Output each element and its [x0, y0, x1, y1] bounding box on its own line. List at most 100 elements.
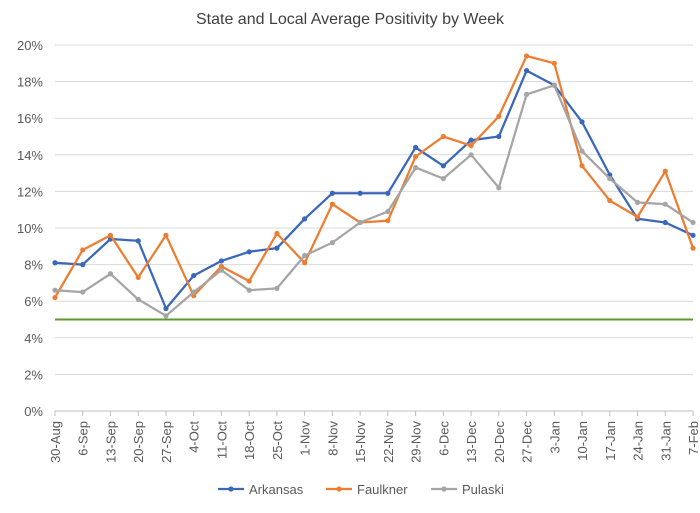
data-point [218, 263, 225, 270]
x-tick-label: 4-Oct [187, 421, 202, 453]
x-tick-label: 17-Jan [603, 421, 618, 461]
data-point [52, 260, 58, 266]
x-tick-label: 6-Sep [76, 421, 91, 456]
legend-marker [441, 486, 447, 492]
data-point [634, 199, 641, 205]
chart-title: State and Local Average Positivity by We… [196, 11, 505, 28]
data-point [163, 305, 169, 312]
legend-marker [336, 486, 342, 492]
legend-item: Arkansas [218, 482, 304, 497]
x-tick-label: 20-Dec [492, 421, 507, 463]
series-line [54, 54, 695, 299]
legend-item: Faulkner [326, 482, 408, 497]
y-tick-label: 2% [24, 367, 43, 382]
data-point [274, 285, 280, 291]
x-tick-label: 8-Nov [325, 421, 340, 456]
x-tick-label: 13-Sep [103, 421, 118, 463]
data-point [607, 175, 613, 182]
legend: Arkansas Faulkner Pulaski [218, 482, 504, 497]
x-tick-label: 15-Nov [353, 421, 368, 463]
data-point [329, 190, 335, 196]
data-point [80, 262, 86, 268]
y-tick-label: 20% [17, 38, 43, 53]
data-point [551, 60, 557, 66]
data-point [107, 271, 114, 277]
data-point [385, 208, 391, 215]
series-line [54, 84, 694, 317]
data-point [357, 190, 363, 196]
legend-marker [228, 486, 234, 492]
x-tick-label: 29-Nov [409, 421, 424, 463]
x-tick-label: 3-Jan [547, 421, 562, 454]
data-point [246, 249, 252, 255]
data-point [385, 218, 391, 224]
data-point [329, 240, 335, 246]
data-point [440, 133, 446, 140]
x-tick-label: 10-Jan [575, 421, 590, 461]
legend-item: Pulaski [431, 482, 504, 497]
x-tick-label: 30-Aug [48, 421, 63, 463]
data-point [218, 267, 225, 273]
series-lines [52, 53, 696, 319]
data-point [579, 148, 585, 154]
data-point [579, 119, 585, 125]
x-tick-label: 7-Feb [686, 421, 700, 455]
x-tick-label: 6-Dec [436, 421, 451, 456]
data-point [690, 232, 696, 238]
data-point [302, 260, 308, 266]
data-point [468, 152, 474, 158]
data-point [357, 219, 363, 226]
data-point [440, 175, 446, 182]
data-point [607, 197, 613, 204]
data-point [440, 163, 446, 169]
data-point [468, 137, 474, 143]
data-point [218, 258, 225, 264]
x-tick-label: 27-Sep [159, 421, 174, 463]
y-tick-label: 12% [17, 184, 43, 199]
data-point [135, 238, 141, 244]
data-point [385, 190, 391, 196]
y-tick-label: 0% [24, 404, 43, 419]
y-tick-label: 8% [24, 258, 43, 273]
data-point [80, 289, 86, 295]
x-tick-label: 27-Dec [520, 421, 535, 463]
data-point [302, 216, 308, 222]
data-point [163, 232, 169, 238]
data-point [413, 165, 419, 171]
data-point [274, 230, 280, 237]
x-tick-label: 24-Jan [631, 421, 646, 461]
legend-label: Arkansas [249, 482, 304, 497]
data-point [496, 185, 502, 191]
y-axis-ticks: 0% 2% 4% 6% 8% 10% 12% 14% 16% 18% 20% [17, 38, 43, 419]
legend-label: Pulaski [462, 482, 504, 497]
data-point [579, 163, 585, 169]
data-point [274, 245, 280, 251]
y-tick-label: 6% [24, 294, 43, 309]
data-point [662, 201, 668, 207]
data-point [690, 245, 696, 251]
data-point [107, 232, 114, 238]
x-tick-label: 20-Sep [131, 421, 146, 463]
data-point [468, 143, 474, 149]
x-tick-label: 18-Oct [242, 421, 257, 460]
data-point [135, 274, 141, 281]
data-point [551, 82, 557, 88]
data-point [662, 168, 668, 174]
data-point [413, 154, 419, 160]
x-tick-label: 31-Jan [658, 421, 673, 461]
x-tick-label: 22-Nov [381, 421, 396, 463]
x-axis-ticks: 30-Aug 6-Sep 13-Sep 20-Sep 27-Sep 4-Oct 11-Oct… [48, 411, 700, 463]
x-tick-label: 13-Dec [464, 421, 479, 463]
data-point [191, 289, 197, 295]
series-pulaski [52, 82, 696, 319]
series-line [54, 69, 694, 310]
data-point [690, 219, 696, 226]
x-tick-label: 11-Oct [214, 421, 229, 459]
y-tick-label: 16% [17, 111, 43, 126]
series-arkansas [52, 68, 696, 312]
data-point [662, 219, 668, 226]
data-point [496, 133, 502, 140]
data-point [246, 287, 252, 293]
